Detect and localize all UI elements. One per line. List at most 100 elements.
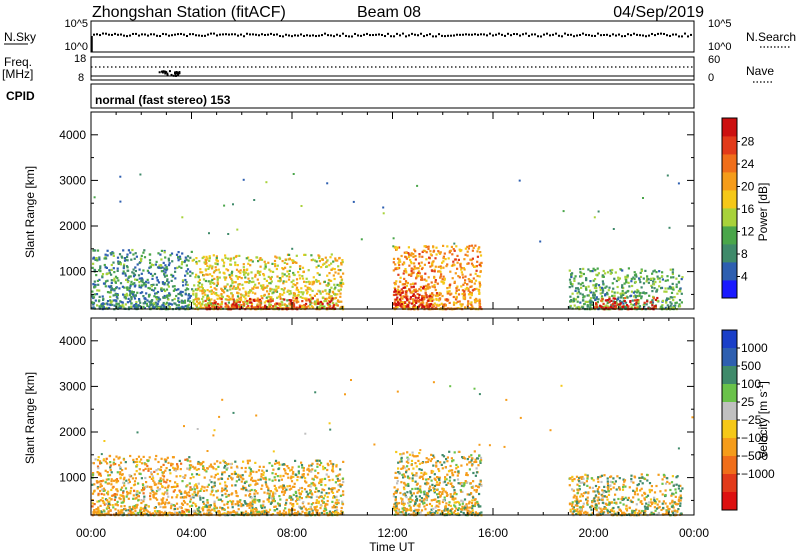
scatter-cell — [462, 297, 465, 300]
scatter-cell — [425, 284, 428, 288]
scatter-cell — [592, 291, 595, 294]
scatter-cell — [339, 512, 343, 516]
scatter-cell — [132, 305, 135, 308]
scatter-cell — [253, 298, 257, 301]
scatter-cell — [248, 281, 251, 284]
scatter-cell — [313, 483, 316, 486]
freq-point — [164, 72, 167, 75]
scatter-cell — [297, 291, 300, 294]
scatter-cell — [681, 276, 684, 279]
scatter-cell — [138, 268, 141, 271]
scatter-cell — [145, 512, 148, 516]
scatter-cell — [189, 460, 192, 463]
scatter-cell — [202, 512, 206, 515]
scatter-cell — [409, 258, 412, 262]
scatter-cell — [113, 271, 116, 274]
scatter-cell — [173, 297, 176, 301]
scatter-cell — [97, 459, 100, 462]
scatter-cell — [170, 252, 174, 255]
scatter-cell — [286, 465, 289, 468]
scatter-cell — [213, 269, 216, 273]
nsky-point — [129, 34, 131, 37]
scatter-cell — [618, 277, 621, 280]
scatter-cell — [197, 509, 200, 512]
nsky-bottom-tick: 10^0 — [64, 41, 88, 53]
scatter-cell — [176, 494, 179, 497]
scatter-cell — [224, 256, 227, 259]
scatter-cell — [294, 500, 298, 503]
scatter-cell — [665, 290, 668, 293]
scatter-cell — [109, 303, 112, 306]
scatter-cell — [212, 254, 215, 257]
scatter-cell — [143, 283, 146, 286]
scatter-cell — [283, 468, 286, 471]
scatter-cell — [452, 264, 455, 267]
scatter-cell — [282, 289, 285, 292]
scatter-cell — [210, 490, 213, 493]
scatter-cell — [643, 292, 646, 295]
scatter-cell — [231, 484, 234, 487]
scatter-cell — [300, 461, 303, 464]
scatter-cell — [668, 297, 671, 300]
scatter-cell — [656, 277, 660, 280]
scatter-cell — [475, 269, 478, 272]
nsky-point — [591, 34, 593, 37]
scatter-cell — [209, 512, 212, 515]
scatter-cell — [423, 245, 426, 248]
scatter-cell — [307, 467, 310, 470]
scatter-cell — [660, 305, 663, 308]
scatter-cell — [153, 470, 156, 473]
scatter-cell — [109, 252, 112, 255]
scatter-cell — [281, 272, 284, 275]
scatter-cell — [124, 272, 127, 275]
nsky-point — [153, 33, 155, 36]
scatter-cell — [423, 493, 426, 496]
nsky-point — [639, 34, 641, 37]
scatter-cell — [449, 270, 452, 273]
scatter-cell — [637, 302, 640, 305]
nsky-point — [549, 34, 551, 37]
scatter-cell — [94, 249, 97, 252]
scatter-cell — [658, 280, 662, 283]
scatter-cell — [669, 268, 672, 271]
nsky-point — [426, 34, 428, 37]
scatter-cell — [580, 275, 583, 278]
scatter-cell — [434, 265, 437, 268]
scatter-cell — [134, 284, 137, 287]
scatter-cell — [142, 512, 145, 515]
scatter-cell — [292, 475, 295, 478]
scatter-cell — [161, 266, 164, 269]
scatter-cell — [189, 256, 192, 259]
scatter-cell — [153, 483, 156, 486]
nsky-point — [531, 33, 533, 36]
scatter-cell — [396, 301, 400, 304]
scatter-cell — [150, 471, 153, 474]
scatter-cell — [235, 491, 238, 494]
scatter-cell — [153, 493, 156, 496]
scatter-cell — [172, 504, 175, 507]
scatter-cell — [595, 296, 598, 299]
scatter-cell — [201, 271, 204, 274]
scatter-cell — [294, 459, 297, 462]
scatter-cell — [250, 280, 253, 284]
scatter-cell — [669, 286, 672, 289]
scatter-cell — [232, 203, 234, 206]
scatter-cell — [573, 304, 576, 307]
scatter-cell — [592, 284, 595, 287]
scatter-cell — [95, 293, 99, 296]
scatter-cell — [415, 465, 418, 468]
scatter-cell — [174, 511, 177, 514]
scatter-cell — [337, 289, 340, 292]
scatter-cell — [670, 291, 674, 294]
scatter-cell — [331, 487, 334, 490]
scatter-cell — [118, 261, 121, 264]
scatter-cell — [301, 266, 305, 269]
scatter-cell — [167, 461, 170, 464]
scatter-cell — [108, 497, 111, 500]
scatter-cell — [415, 306, 418, 309]
scatter-cell — [233, 511, 236, 514]
scatter-cell — [294, 261, 297, 264]
scatter-cell — [330, 286, 333, 289]
scatter-cell — [443, 252, 446, 255]
